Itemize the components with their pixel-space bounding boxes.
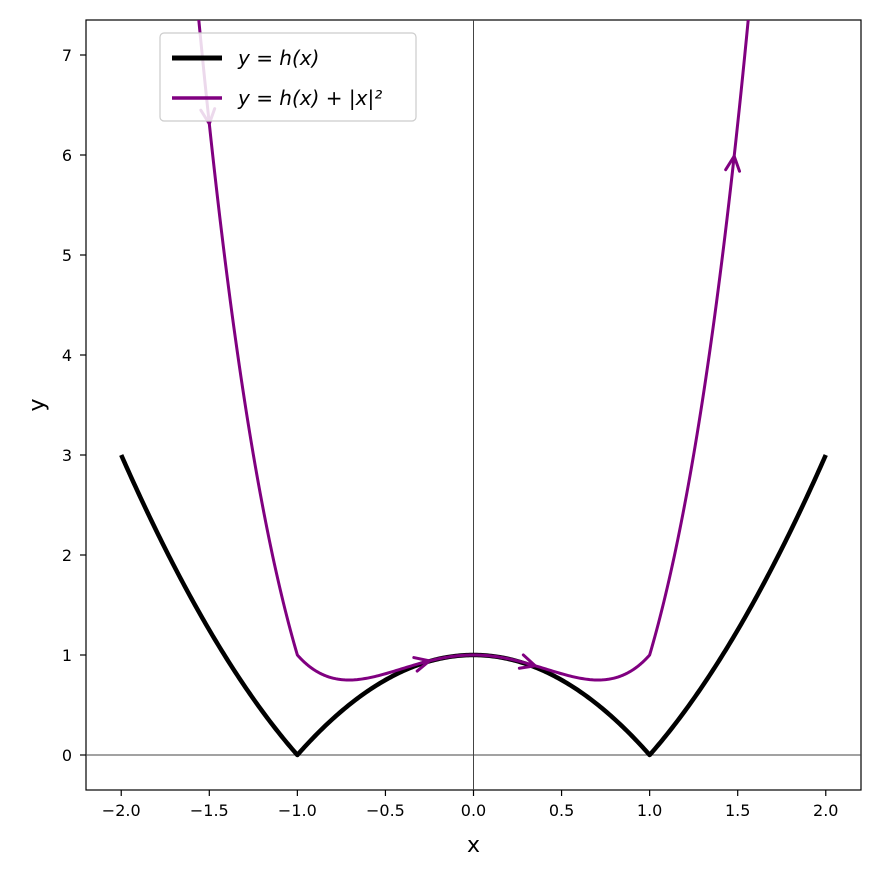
x-axis-label: x bbox=[467, 833, 480, 858]
direction-arrow-2 bbox=[517, 653, 537, 670]
y-tick-label: 7 bbox=[62, 46, 72, 65]
y-tick-label: 5 bbox=[62, 246, 72, 265]
series-layer bbox=[119, 20, 828, 758]
y-tick-label: 4 bbox=[62, 346, 72, 365]
reference-lines bbox=[86, 20, 861, 790]
x-tick-label: 1.5 bbox=[725, 801, 750, 820]
x-axis: −2.0 −1.5 −1.0 −0.5 0.0 0.5 1.0 1.5 2.0 bbox=[102, 790, 838, 820]
x-tick-label: −1.0 bbox=[278, 801, 317, 820]
y-tick-label: 0 bbox=[62, 746, 72, 765]
legend: y = h(x) y = h(x) + |x|² bbox=[159, 32, 417, 122]
y-axis-label: y bbox=[25, 398, 50, 411]
y-tick-label: 2 bbox=[62, 546, 72, 565]
x-tick-label: 2.0 bbox=[813, 801, 838, 820]
x-tick-label: 0.5 bbox=[549, 801, 574, 820]
y-tick-label: 6 bbox=[62, 146, 72, 165]
legend-entry-1: y = h(x) + |x|² bbox=[237, 86, 382, 110]
x-tick-label: −2.0 bbox=[102, 801, 141, 820]
y-tick-label: 3 bbox=[62, 446, 72, 465]
y-tick-label: 1 bbox=[62, 646, 72, 665]
x-tick-label: −0.5 bbox=[366, 801, 405, 820]
legend-entry-0: y = h(x) bbox=[237, 46, 319, 70]
y-axis: 0 1 2 3 4 5 6 7 bbox=[62, 46, 86, 765]
x-tick-label: −1.5 bbox=[190, 801, 229, 820]
x-tick-label: 1.0 bbox=[637, 801, 662, 820]
x-tick-label: 0.0 bbox=[461, 801, 486, 820]
direction-arrow-1 bbox=[412, 656, 431, 673]
legend-box bbox=[159, 32, 417, 122]
direction-arrow-3 bbox=[724, 154, 742, 173]
